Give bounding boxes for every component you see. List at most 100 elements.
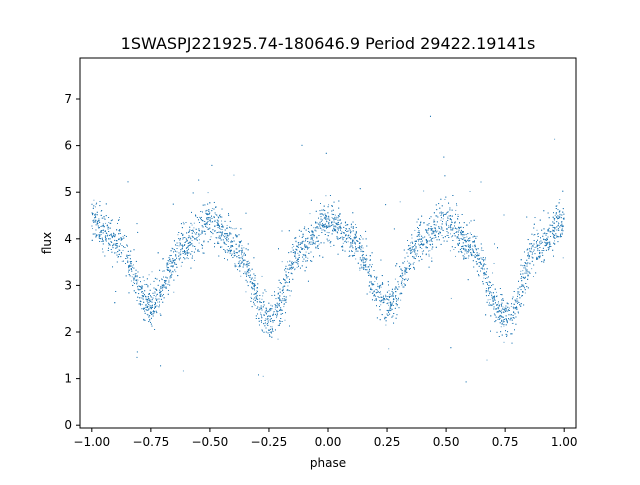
data-point [504,307,506,309]
data-point [376,289,378,291]
data-point [171,270,173,272]
data-point [211,208,213,209]
data-point [428,253,430,255]
data-point [191,224,193,226]
data-point [294,269,295,271]
data-point [246,274,248,276]
data-point [222,235,224,237]
data-point [418,245,420,247]
data-point [259,307,261,309]
data-point [191,240,193,241]
data-point [107,234,109,236]
data-point [287,285,289,287]
data-point [533,234,535,236]
data-point [421,248,423,249]
data-point [560,225,561,227]
data-point [273,312,274,314]
data-point [353,240,355,242]
data-point [501,309,503,311]
data-point [532,251,534,252]
data-point [497,318,499,320]
data-point [498,300,499,302]
data-point [137,279,139,281]
data-point [411,252,413,253]
data-point [331,213,333,215]
data-point [122,249,124,251]
data-point [136,279,138,280]
data-point [232,228,234,230]
data-point [552,225,554,227]
data-point [313,227,315,229]
data-point [373,291,375,293]
data-point [518,312,519,314]
data-point [444,198,446,200]
data-point [134,279,136,281]
data-point [360,236,362,238]
data-point [316,236,318,238]
data-point [503,321,505,322]
data-point [326,220,328,222]
data-point [482,267,483,269]
data-point [474,254,476,255]
data-point [463,239,465,241]
data-point [215,237,217,239]
data-point [291,247,293,249]
data-point [198,239,200,241]
data-point [246,264,248,266]
data-point [414,248,416,250]
data-point [143,280,145,282]
data-point [344,240,346,242]
data-point [220,232,222,234]
data-point [380,286,382,288]
data-point [328,239,330,241]
data-point [326,231,328,233]
data-point [149,306,151,308]
data-point [354,252,356,254]
data-point [562,257,564,259]
data-point [253,279,254,281]
data-point [260,312,262,314]
data-point [433,233,435,234]
data-point [151,271,153,273]
data-point [453,249,455,250]
data-point [414,229,416,231]
data-point [307,257,309,259]
data-point [132,266,133,268]
data-point [380,291,381,293]
data-point [194,259,195,261]
data-point [510,305,512,307]
data-point [442,218,444,220]
data-point [248,263,249,265]
data-point [362,247,364,249]
data-point [281,293,283,295]
data-point [527,270,529,272]
data-point [547,230,548,232]
data-point [221,220,222,222]
data-point [452,235,454,237]
data-point [269,332,271,333]
data-point [440,228,442,230]
data-point [556,205,558,207]
data-point [266,323,268,325]
data-point [286,282,288,283]
data-point [531,254,533,255]
data-point [148,301,150,303]
data-point [354,238,356,240]
data-point [148,274,150,276]
data-point [215,214,217,215]
data-point [421,251,423,253]
data-point [364,265,366,267]
data-point [518,286,520,288]
data-point [361,266,363,268]
data-point [265,318,267,320]
data-point [142,295,144,297]
data-point [457,218,459,220]
data-point [160,287,162,289]
data-point [372,283,374,285]
data-point [554,215,556,217]
data-point [485,288,487,290]
data-point [536,250,538,252]
data-point [107,228,109,230]
data-point [156,294,158,296]
data-point [308,243,310,245]
